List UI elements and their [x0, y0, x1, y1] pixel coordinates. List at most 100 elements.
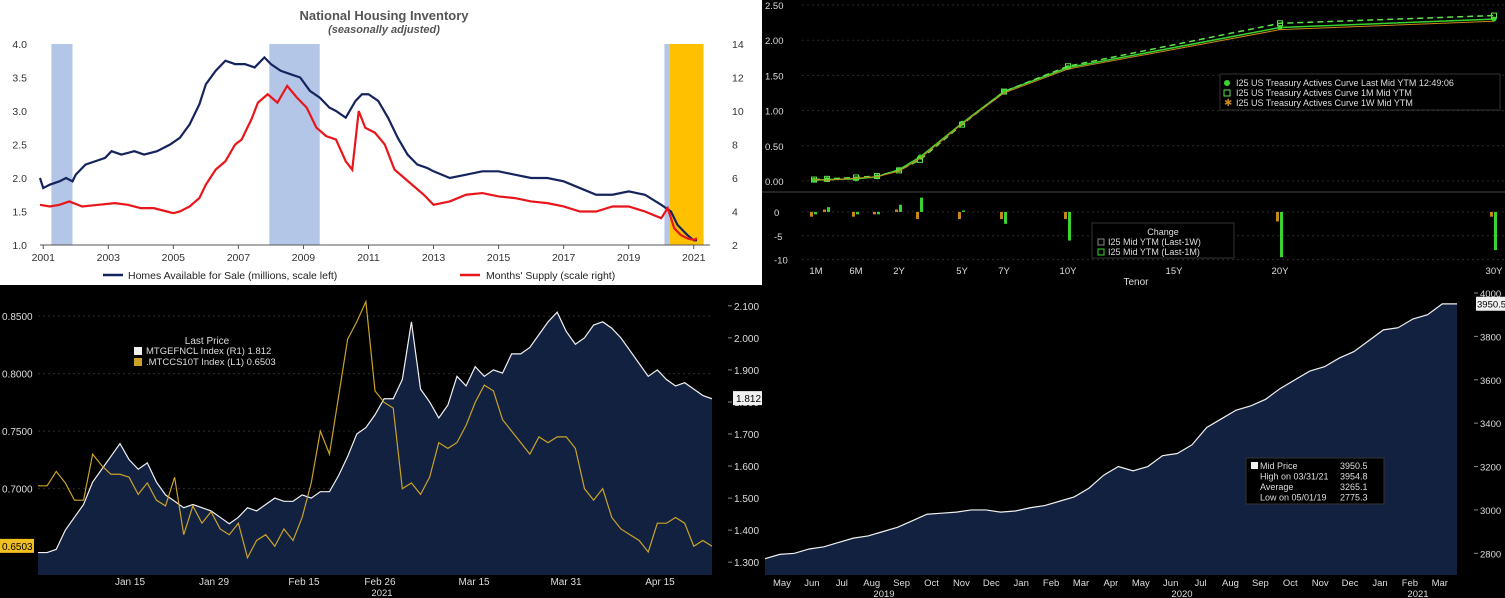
- change-legend-box: [1091, 222, 1235, 259]
- curve-line-1: [813, 14, 1495, 181]
- change-bar-0-9: [1276, 211, 1279, 222]
- y-left-tick-2: 2.0: [12, 173, 27, 185]
- y-tick-5: 2.50: [765, 1, 784, 12]
- mortgage-index-svg: 0.7000 0.7500 0.8000 0.8500 1.300 1.400 1.500…: [0, 299, 762, 598]
- last-value-tag: [1476, 296, 1505, 311]
- x-tick-20: Jan: [1372, 578, 1387, 589]
- x-tick-1: 6M: [849, 266, 862, 277]
- series-mid-price-line: [764, 303, 1457, 560]
- legend-marker-mtgefncl: [134, 347, 142, 355]
- x-tick-4: 7Y: [998, 266, 1010, 277]
- x-tick-0: May: [773, 578, 791, 589]
- change-bar-0-7: [1000, 211, 1003, 220]
- stat-value-1: 3954.8: [1340, 472, 1368, 482]
- change-legend-label-1m: I25 Mid YTM (Last-1M): [1108, 247, 1200, 257]
- series-mid-price-area: [765, 303, 1457, 575]
- x-tick-6: Apr 15: [645, 577, 675, 588]
- x-tick-6: Nov: [953, 578, 970, 589]
- y-tick-2: 1.00: [765, 107, 784, 118]
- legend-marker-1w: ✱: [1224, 98, 1232, 109]
- change-bar-1-8: [1068, 211, 1071, 241]
- x-tick-8: 30Y: [1486, 266, 1504, 277]
- change-legend-marker-1w: [1097, 238, 1105, 246]
- housing-inventory-svg: National Housing Inventory (seasonally a…: [12, 8, 744, 282]
- series-mtccs10t-line: [38, 299, 713, 560]
- change-bar-1-9: [1280, 211, 1283, 258]
- change-bar-0-5: [916, 211, 919, 220]
- mortgage-index-chart: 0.7000 0.7500 0.8000 0.8500 1.300 1.400 1.500…: [0, 285, 762, 598]
- change-bar-1-1: [827, 207, 830, 212]
- x-tick-5: Mar 31: [550, 577, 582, 588]
- x-tick-1: 2003: [97, 252, 121, 264]
- x-tick-14: Jul: [1195, 578, 1207, 589]
- legend-label-mtgefncl: MTGEFNCL Index (R1) 1.812: [146, 346, 271, 357]
- x-tick-2: 2Y: [893, 266, 905, 277]
- x-tick-4: 2009: [292, 252, 316, 264]
- stat-marker-mid-price: [1251, 462, 1258, 469]
- series-homes-available-line: [38, 55, 697, 242]
- x-tick-6: 2013: [422, 252, 446, 264]
- x-tick-2: Jul: [836, 578, 848, 589]
- x-axis-label-tenor: Tenor: [1123, 277, 1149, 285]
- curve-point-1m-10: [1491, 12, 1497, 19]
- y-tick-0: 2800: [1480, 549, 1501, 560]
- x-tick-0: 2001: [32, 252, 56, 264]
- x-tick-1: Jan 29: [199, 577, 229, 588]
- change-bar-0-4: [895, 209, 898, 212]
- change-bar-1-10: [1494, 211, 1497, 251]
- y-tick-3: 3400: [1480, 419, 1501, 430]
- change-legend-marker-1m: [1097, 248, 1105, 256]
- x-tick-4: Sep: [893, 578, 910, 589]
- curve-line-2: [813, 20, 1495, 181]
- x-year-label-1: 2020: [1171, 589, 1192, 598]
- x-tick-8: Jan: [1014, 578, 1029, 589]
- x-year-label-0: 2019: [873, 589, 894, 598]
- x-tick-3: 5Y: [956, 266, 968, 277]
- x-year-label-2: 2021: [1407, 589, 1428, 598]
- y-right-tick-7: 2.000: [734, 334, 759, 345]
- stat-label-2: Average: [1260, 482, 1293, 492]
- y-left-tick-0: 1.0: [12, 240, 27, 252]
- last-value: 3950.5: [1477, 300, 1505, 311]
- curve-point-1m-1: [824, 175, 830, 182]
- y-left-tick-2: 0.8000: [2, 370, 33, 381]
- legend-label-last: I25 US Treasury Actives Curve Last Mid Y…: [1236, 78, 1454, 88]
- stat-label-0: Mid Price: [1260, 461, 1298, 471]
- x-tick-3: 2007: [227, 252, 251, 264]
- x-tick-17: Oct: [1283, 578, 1298, 589]
- stat-label-3: Low on 05/01/19: [1260, 493, 1327, 503]
- change-bar-0-6: [958, 211, 961, 220]
- x-tick-5: 10Y: [1060, 266, 1078, 277]
- stat-value-0: 3950.5: [1340, 461, 1368, 471]
- last-value-tag-l: [0, 538, 34, 553]
- stat-label-1: High on 03/31/21: [1260, 472, 1329, 482]
- change-legend-title: Change: [1147, 227, 1179, 237]
- legend-label-1m: I25 US Treasury Actives Curve 1M Mid YTM: [1236, 88, 1412, 98]
- treasury-curve-svg: 0.00 0.50 1.00 1.50 2.00 2.50 0 -5 -10 1M 6M 2Y 5Y…: [762, 0, 1505, 285]
- treasury-curve-chart: 0.00 0.50 1.00 1.50 2.00 2.50 0 -5 -10 1M 6M 2Y 5Y…: [762, 0, 1505, 285]
- x-tick-18: Nov: [1312, 578, 1329, 589]
- series-months-supply-line: [39, 83, 698, 242]
- y-left-tick-3: 0.8500: [2, 312, 33, 323]
- recession-band-2: [664, 44, 670, 245]
- x-tick-10: Mar: [1073, 578, 1089, 589]
- x-tick-7: Dec: [983, 578, 1000, 589]
- x-tick-7: 20Y: [1272, 266, 1290, 277]
- legend-label-homes: Homes Available for Sale (millions, scal…: [128, 270, 337, 282]
- curve-point-1m-4: [896, 167, 902, 174]
- y-left-tick-4: 3.0: [12, 106, 27, 118]
- x-tick-8: 2017: [552, 252, 576, 264]
- highlight-band: [669, 44, 704, 245]
- x-tick-10: 2021: [682, 252, 706, 264]
- x-tick-2: 2005: [162, 252, 186, 264]
- y-tick-2: 3200: [1480, 463, 1501, 474]
- y-right-tick-1: 4: [732, 207, 738, 219]
- y-right-tick-3: 8: [732, 140, 738, 152]
- change-bar-0-2: [852, 211, 855, 217]
- y-right-tick-6: 14: [732, 39, 744, 51]
- change-bar-1-7: [1004, 211, 1007, 224]
- housing-inventory-chart: National Housing Inventory (seasonally a…: [0, 0, 762, 285]
- x-tick-13: Jun: [1163, 578, 1178, 589]
- legend-marker-1m: [1223, 89, 1231, 97]
- y-left-tick-1: 1.5: [12, 207, 27, 219]
